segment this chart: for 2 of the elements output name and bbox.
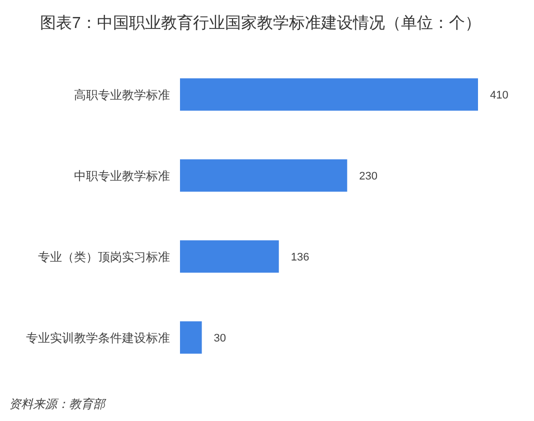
title: 图表7：中国职业教育行业国家教学标准建设情况（单位：个）	[40, 15, 481, 32]
annotation: 资料来源：教育部	[9, 397, 105, 411]
